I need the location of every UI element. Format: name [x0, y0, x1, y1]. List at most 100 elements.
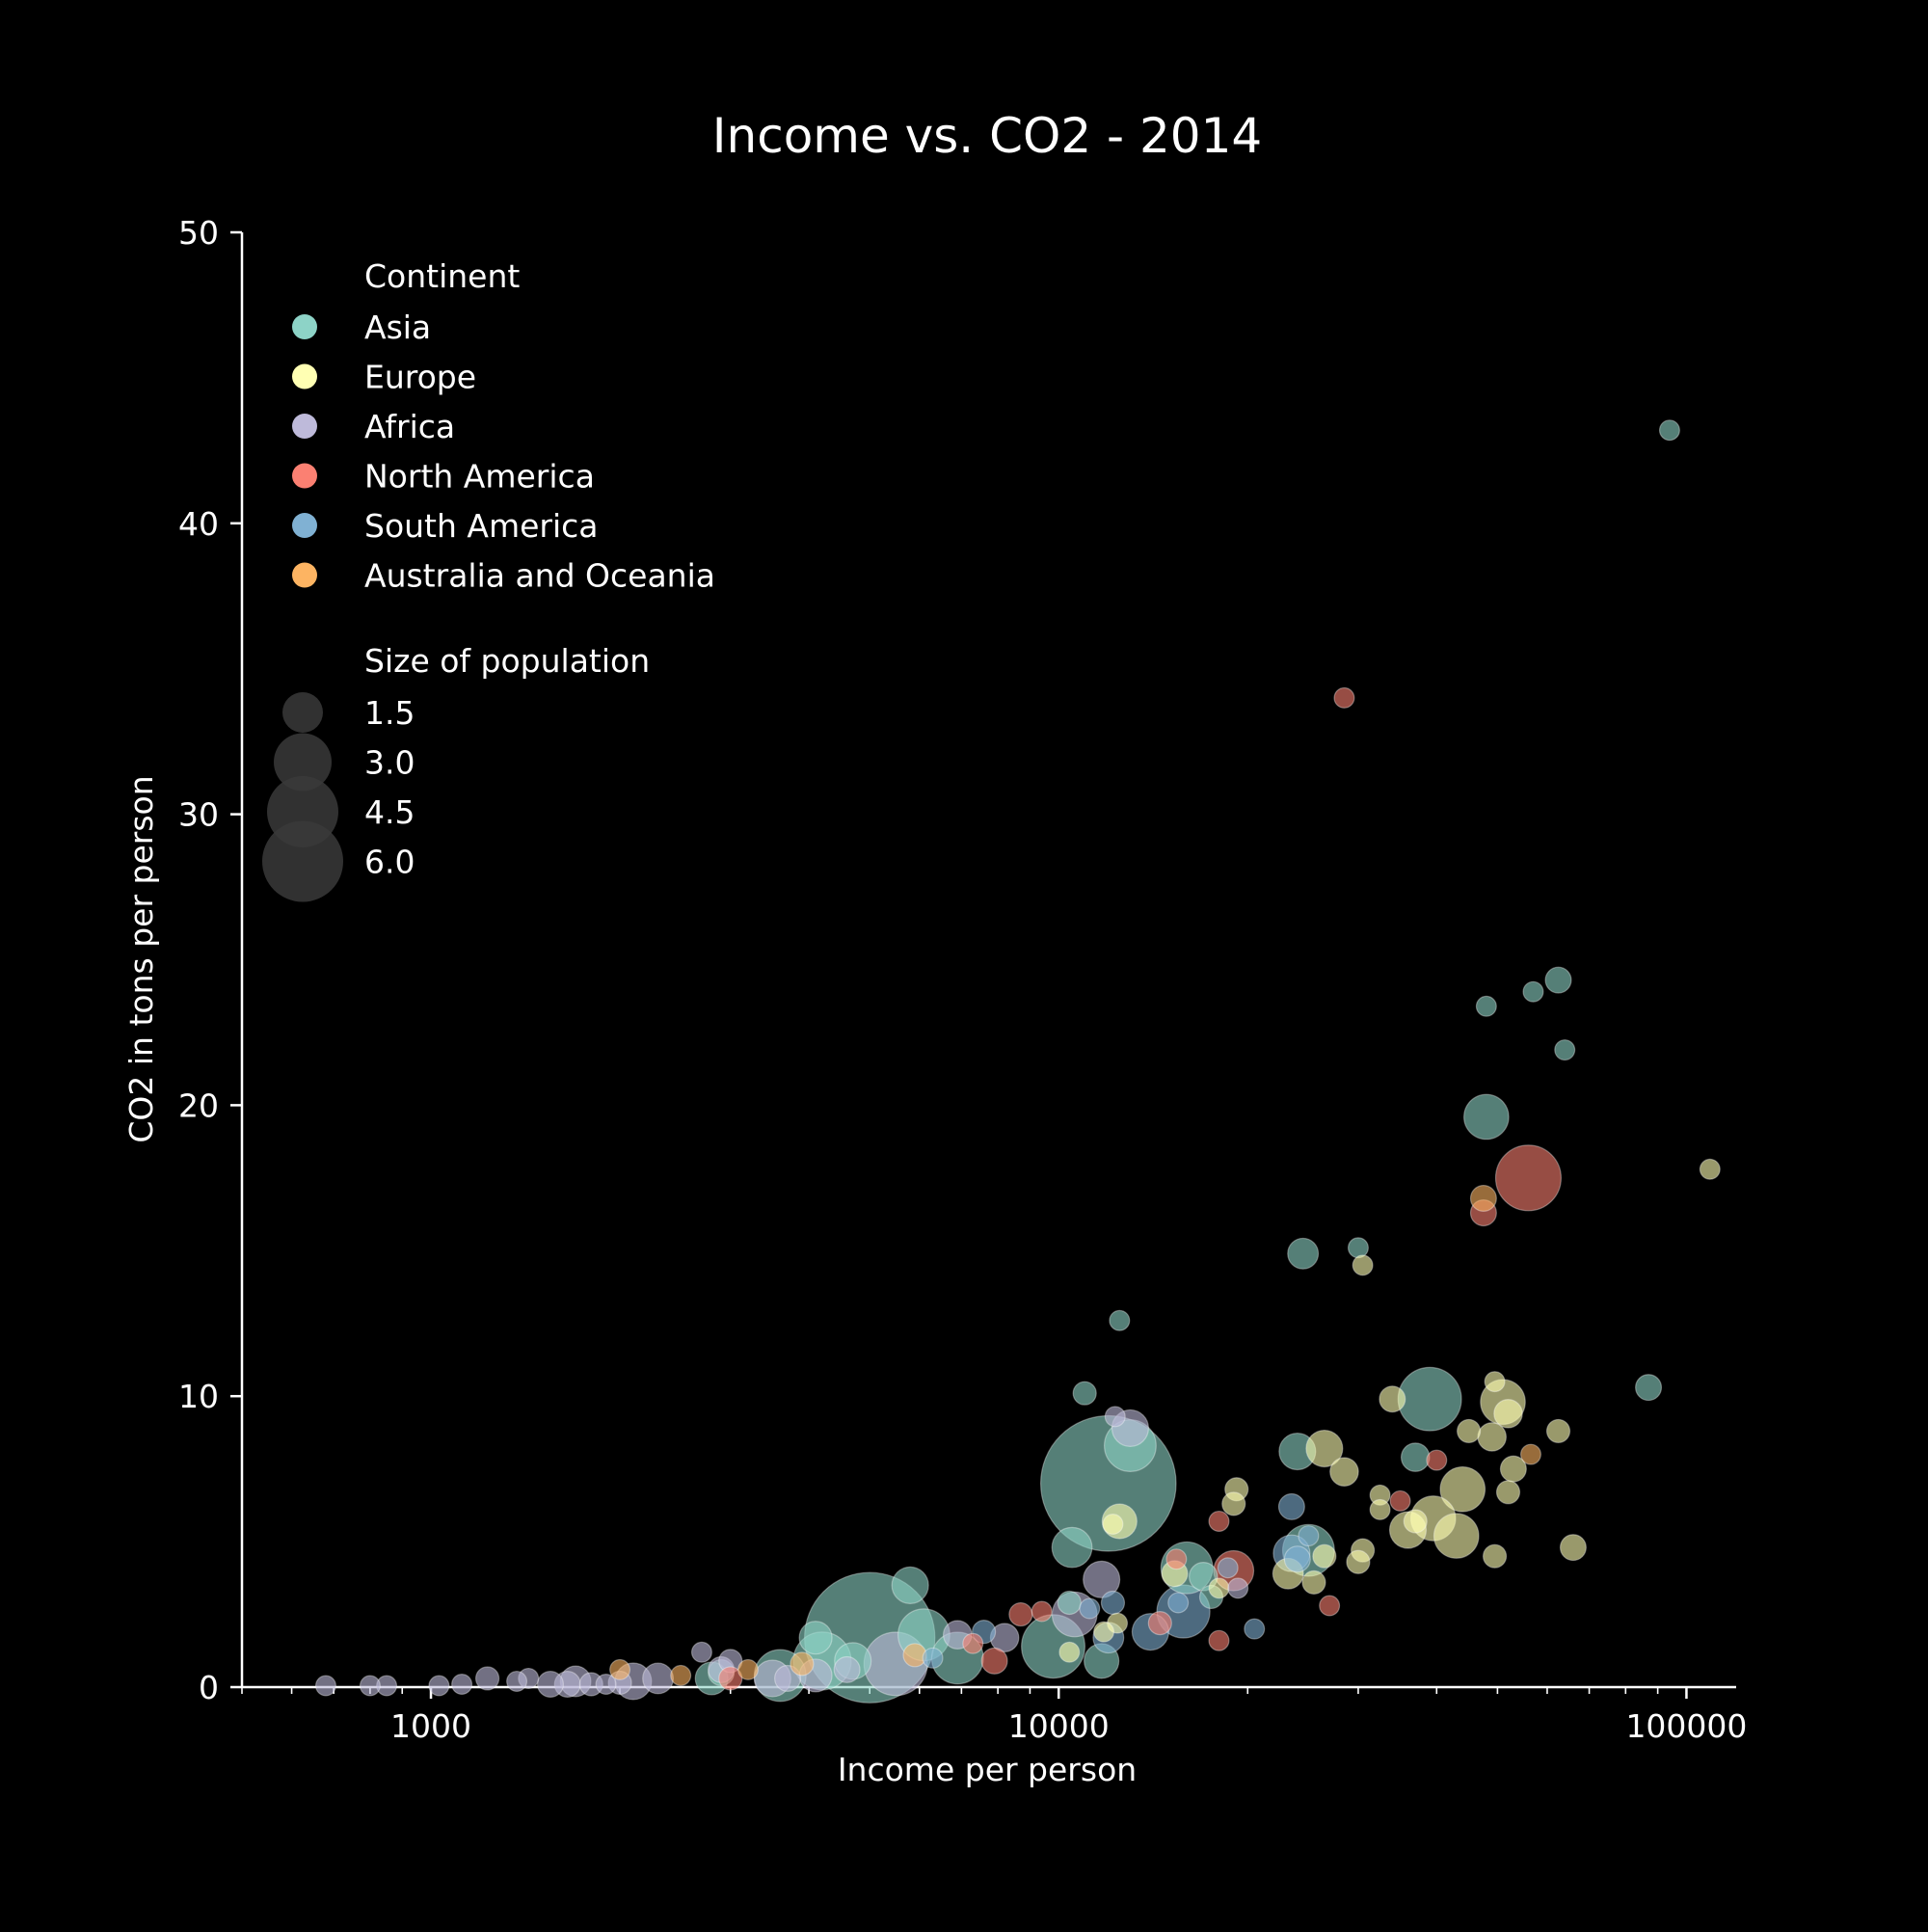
data-point: [1208, 1510, 1230, 1532]
data-point: [314, 1675, 336, 1697]
legend: Continent Asia Europe Africa North America So…: [262, 257, 715, 902]
legend-marker: [292, 463, 317, 489]
legend-item: Asia: [292, 309, 431, 346]
data-point: [1109, 1309, 1131, 1331]
data-point: [1379, 1385, 1406, 1413]
data-point: [1298, 1525, 1320, 1547]
data-point: [1227, 1577, 1249, 1599]
data-point: [1475, 995, 1497, 1017]
data-point: [1699, 1158, 1721, 1180]
data-point: [1545, 1418, 1571, 1444]
data-point: [798, 1621, 833, 1655]
data-point: [1287, 1237, 1320, 1270]
data-point: [1147, 1611, 1172, 1636]
data-point: [1346, 1549, 1371, 1574]
data-point: [1389, 1489, 1411, 1512]
data-point: [1469, 1184, 1497, 1212]
legend-label: Europe: [364, 359, 476, 396]
data-point: [1058, 1641, 1081, 1663]
legend-size-title: Size of population: [364, 642, 650, 680]
data-point: [1244, 1618, 1266, 1640]
legend-size-label: 3.0: [364, 744, 415, 782]
legend-item: Africa: [292, 408, 455, 445]
legend-size-label: 1.5: [364, 694, 415, 732]
data-point: [1369, 1498, 1391, 1520]
data-point: [1522, 980, 1544, 1003]
data-point: [1301, 1570, 1326, 1595]
data-point: [1319, 1595, 1341, 1617]
data-point: [1100, 1590, 1126, 1616]
data-point: [1104, 1406, 1126, 1428]
legend-size-item: 1.5: [282, 692, 415, 733]
data-point: [1403, 1509, 1428, 1534]
data-point: [1439, 1465, 1486, 1513]
data-point: [1559, 1534, 1587, 1562]
data-point: [1347, 1237, 1369, 1259]
data-point: [1167, 1592, 1190, 1614]
data-point: [718, 1666, 743, 1691]
legend-size-marker: [274, 733, 332, 792]
data-point: [670, 1664, 692, 1686]
legend-item: South America: [292, 507, 599, 545]
legend-size-label: 4.5: [364, 793, 415, 831]
axes: 0 10 20 30 40 50 1000 10000 100000: [178, 214, 1747, 1745]
legend-size-item: 3.0: [274, 733, 415, 792]
data-points: [314, 419, 1721, 1704]
chart-title: Income vs. CO2 - 2014: [712, 108, 1262, 164]
y-tick-label: 10: [178, 1378, 219, 1415]
data-point: [962, 1632, 984, 1654]
data-point: [1221, 1491, 1246, 1516]
legend-marker: [292, 513, 317, 538]
y-tick-label: 40: [178, 505, 219, 543]
data-point: [595, 1673, 617, 1695]
data-point: [1083, 1560, 1121, 1598]
data-point: [736, 1658, 759, 1680]
data-point: [980, 1647, 1008, 1675]
x-tick-label: 1000: [390, 1707, 471, 1745]
legend-marker: [292, 414, 317, 439]
legend-size-marker: [282, 692, 323, 733]
data-point: [1635, 1374, 1663, 1402]
y-tick-label: 50: [178, 214, 219, 252]
data-point: [790, 1651, 815, 1677]
data-point: [1079, 1597, 1101, 1620]
data-point: [833, 1655, 861, 1683]
data-point: [1165, 1548, 1188, 1570]
data-point: [451, 1673, 473, 1695]
y-tick-label: 30: [178, 796, 219, 834]
data-point: [1499, 1455, 1527, 1483]
data-point: [1397, 1366, 1462, 1432]
data-point: [1102, 1513, 1124, 1535]
data-point: [1093, 1621, 1115, 1643]
data-point: [1072, 1381, 1097, 1406]
data-point: [1051, 1526, 1093, 1569]
data-point: [1519, 1443, 1541, 1465]
data-point: [1482, 1543, 1508, 1569]
data-point: [536, 1670, 564, 1698]
legend-size-label: 6.0: [364, 844, 415, 881]
data-point: [1208, 1629, 1230, 1651]
data-point: [922, 1647, 944, 1669]
y-tick-label: 0: [199, 1669, 219, 1706]
legend-label: Africa: [364, 408, 455, 445]
legend-item: Europe: [292, 359, 476, 396]
data-point: [609, 1658, 631, 1680]
data-point: [1312, 1543, 1337, 1569]
data-point: [474, 1666, 500, 1691]
data-point: [1544, 966, 1572, 994]
data-point: [1008, 1601, 1033, 1627]
data-point: [1217, 1557, 1239, 1579]
data-point: [1333, 686, 1355, 709]
data-point: [1658, 419, 1680, 442]
data-point: [1457, 1418, 1482, 1444]
y-axis-label: CO2 in tons per person: [122, 775, 160, 1142]
x-tick-label: 10000: [1008, 1707, 1110, 1745]
data-point: [1554, 1039, 1576, 1061]
x-axis-label: Income per person: [838, 1751, 1137, 1788]
data-point: [1208, 1577, 1230, 1599]
data-point: [642, 1662, 675, 1695]
data-point: [1400, 1442, 1431, 1472]
data-point: [1484, 1371, 1506, 1393]
data-point: [506, 1670, 528, 1692]
